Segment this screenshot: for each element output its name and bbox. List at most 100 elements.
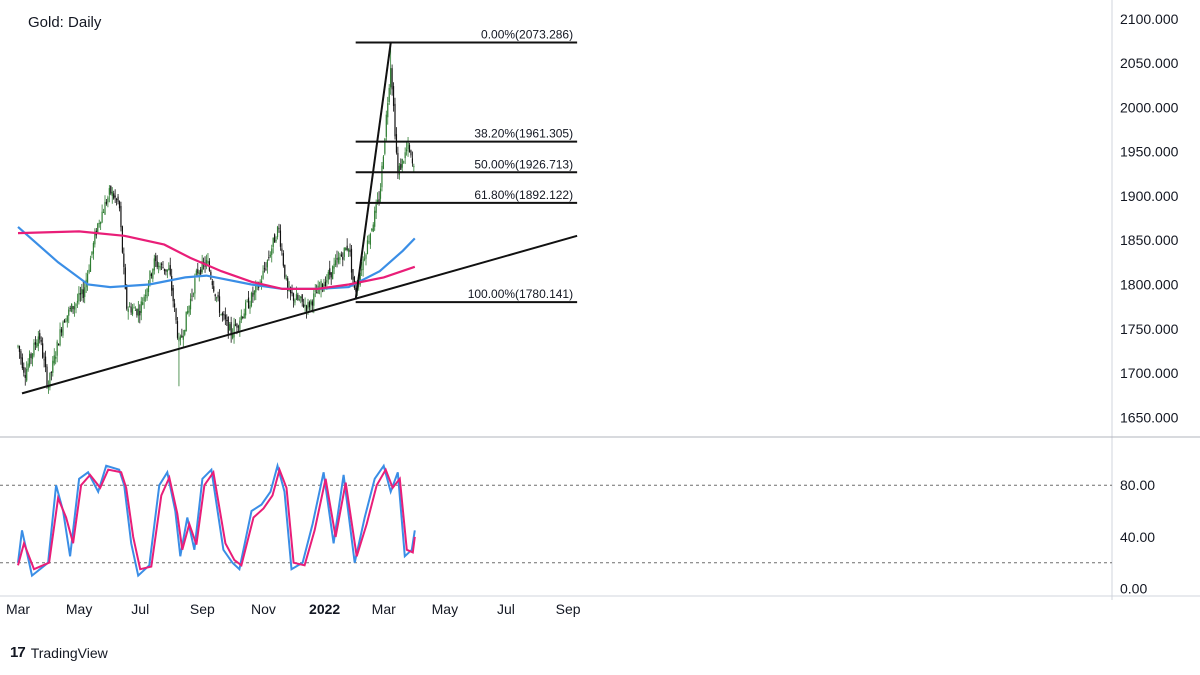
candle-up <box>36 342 38 348</box>
candle-up <box>68 309 70 316</box>
candle-down <box>408 145 411 152</box>
candle-down <box>252 292 254 297</box>
candle-down <box>279 230 282 247</box>
candle-up <box>111 191 113 197</box>
candle-down <box>43 359 45 361</box>
candle-up <box>101 211 103 223</box>
candle-up <box>406 149 408 152</box>
candle-up <box>407 142 409 150</box>
candle-up <box>192 293 195 295</box>
candle-down <box>50 371 52 373</box>
candle-down <box>210 271 212 279</box>
candle-up <box>269 254 271 257</box>
candle-down <box>110 185 112 194</box>
time-tick-label: Jul <box>497 601 515 617</box>
candle-up <box>220 314 222 316</box>
candle-down <box>321 284 324 289</box>
moving-average-pink <box>17 230 416 290</box>
candle-up <box>92 242 94 254</box>
candle-up <box>65 321 67 323</box>
candle-down <box>355 287 357 292</box>
time-tick-label: Sep <box>556 601 581 617</box>
candle-up <box>17 345 19 347</box>
candle-down <box>378 198 380 202</box>
candle-up <box>381 165 383 188</box>
candle-up <box>188 305 190 313</box>
candle-down <box>156 261 158 268</box>
candle-down <box>63 320 65 323</box>
time-tick-label: Sep <box>190 601 215 617</box>
candle-down <box>330 272 332 278</box>
candle-up <box>134 309 137 311</box>
candle-up <box>375 204 377 213</box>
candle-down <box>23 366 25 373</box>
candle-down <box>290 286 292 294</box>
candle-up <box>127 309 129 312</box>
candle-up <box>78 293 80 302</box>
candle-up <box>159 265 161 269</box>
candle-down <box>234 324 237 326</box>
candle-down <box>308 302 311 308</box>
candle-up <box>401 158 403 168</box>
candle-down <box>155 255 157 262</box>
candle-up <box>145 294 147 297</box>
candle-up <box>33 342 35 356</box>
candle-down <box>136 309 138 316</box>
candle-up <box>146 288 148 299</box>
candle-down <box>287 278 289 291</box>
candle-up <box>298 299 300 301</box>
candle-down <box>281 248 283 252</box>
candle-up <box>374 210 376 227</box>
candle-up <box>62 322 64 336</box>
candle-up <box>377 199 379 203</box>
candle-down <box>60 329 63 333</box>
time-tick-label: Mar <box>372 601 396 617</box>
candle-down <box>21 357 23 369</box>
candle-up <box>216 297 218 299</box>
candle-up <box>255 285 257 293</box>
candle-down <box>72 306 74 310</box>
candle-up <box>313 293 315 306</box>
rally-trendline <box>354 42 392 300</box>
candle-up <box>179 336 181 340</box>
candle-up <box>245 302 247 316</box>
candle-down <box>292 293 295 301</box>
candle-up <box>361 269 363 271</box>
candle-down <box>336 258 338 260</box>
candle-up <box>404 152 406 159</box>
candle-up <box>366 240 369 254</box>
candle-up <box>27 363 29 370</box>
candle-up <box>94 233 96 245</box>
candle-down <box>150 273 152 277</box>
candle-up <box>272 237 274 247</box>
candle-up <box>333 263 335 269</box>
candle-up <box>129 306 131 308</box>
candle-down <box>58 343 60 346</box>
candle-down <box>42 343 44 358</box>
price-tick-label: 2050.000 <box>1120 55 1179 71</box>
candle-up <box>334 260 337 265</box>
candle-up <box>275 240 277 242</box>
time-tick-label: Nov <box>251 601 276 617</box>
fib-level-label: 0.00%(2073.286) <box>481 28 573 42</box>
candle-up <box>147 284 150 293</box>
candle-down <box>237 326 239 328</box>
candle-down <box>139 310 141 316</box>
candle-up <box>55 356 57 359</box>
candle-down <box>242 317 244 319</box>
time-tick-label: Jul <box>131 601 149 617</box>
candle-down <box>274 234 276 243</box>
candle-down <box>117 196 119 202</box>
candle-down <box>394 103 396 137</box>
candle-down <box>291 291 293 294</box>
candle-up <box>304 305 306 307</box>
candle-up <box>184 329 186 335</box>
candle-up <box>365 254 367 259</box>
candle-down <box>44 356 47 368</box>
candle-down <box>197 269 199 274</box>
candle-up <box>178 337 180 342</box>
candle-down <box>350 248 353 273</box>
candle-up <box>348 248 350 252</box>
candle-down <box>160 263 163 265</box>
